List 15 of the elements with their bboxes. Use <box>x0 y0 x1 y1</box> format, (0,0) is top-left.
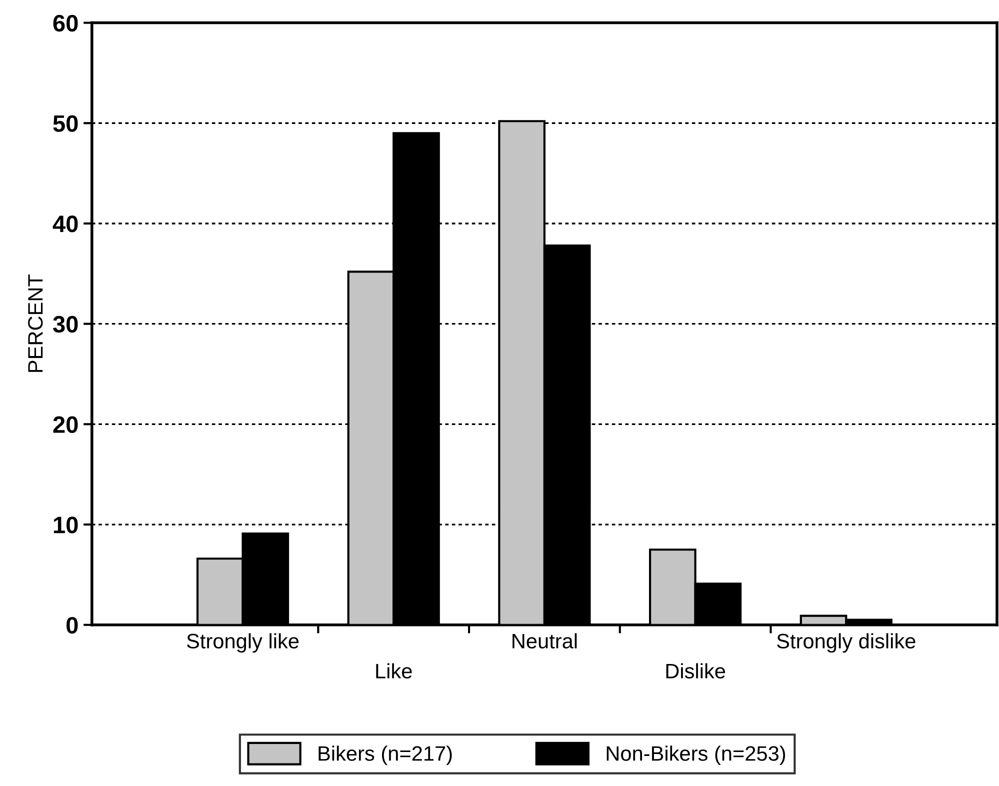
legend-label: Bikers (n=217) <box>318 746 452 765</box>
x-tick-label: Dislike <box>666 663 726 679</box>
y-tick-label: 40 <box>52 216 78 232</box>
y-tick-label: 10 <box>54 516 78 534</box>
y-tick-label: 30 <box>52 316 78 333</box>
y-axis-title: PERCENT <box>28 274 43 372</box>
x-tick-label: Strongly dislike <box>777 633 916 653</box>
y-tick-label: 20 <box>53 416 78 433</box>
x-tick-label: Strongly like <box>186 633 299 653</box>
y-tick-label: 0 <box>66 616 78 634</box>
y-tick-label: 60 <box>53 14 78 32</box>
y-tick-label: 50 <box>53 115 78 132</box>
x-tick-label: Neutral <box>512 633 577 649</box>
x-tick-label: Like <box>376 663 412 679</box>
legend-label: Non-Bikers (n=253) <box>606 746 786 765</box>
